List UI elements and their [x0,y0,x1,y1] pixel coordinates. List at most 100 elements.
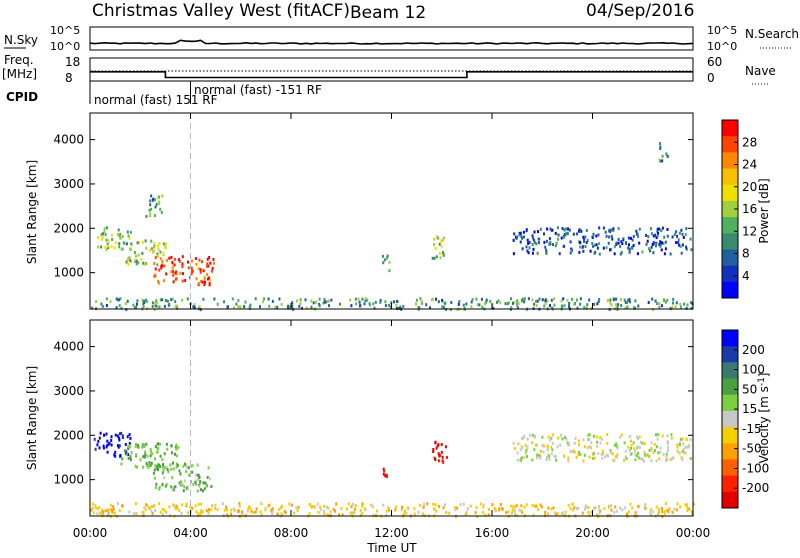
data-cell [561,437,564,441]
velocity-data-layer [90,431,695,519]
colorbar-segment [722,152,738,170]
data-cell [689,237,692,241]
data-cell [127,263,130,267]
data-cell [182,464,185,468]
data-cell [663,235,666,239]
data-cell [562,236,565,239]
data-cell [92,511,95,515]
data-cell [536,456,538,460]
data-cell [610,504,613,508]
data-cell [579,452,582,456]
data-cell [550,298,553,302]
data-cell [176,304,179,308]
data-cell [604,230,607,234]
data-cell [197,477,200,481]
data-cell [564,510,567,514]
data-cell [483,302,486,306]
data-cell [372,302,375,306]
data-cell [210,485,213,488]
data-cell [438,454,441,458]
data-cell [135,259,138,263]
data-cell [334,509,336,513]
data-cell [562,245,565,248]
data-cell [521,437,523,440]
data-cell [205,484,208,488]
data-cell [652,234,655,238]
data-cell [687,445,690,449]
data-cell [593,243,596,247]
data-cell [548,454,551,458]
data-cell [551,433,554,437]
data-cell [153,262,156,265]
data-cell [692,502,695,506]
data-cell [684,451,687,455]
data-cell [549,304,551,308]
freq-tick-top: 18 [65,55,80,69]
data-cell [511,510,514,514]
data-cell [521,247,524,251]
data-cell [672,301,674,305]
data-cell [433,243,435,247]
data-cell [650,508,653,512]
data-cell [164,242,167,246]
data-cell [204,280,206,284]
colorbar-segment [722,184,738,202]
data-cell [163,304,166,308]
colorbar-segment [722,330,738,347]
data-cell [211,266,214,270]
data-cell [310,505,313,509]
data-cell [165,483,168,487]
data-cell [487,507,490,511]
data-cell [617,237,620,241]
data-cell [567,459,570,463]
data-cell [246,509,249,513]
data-cell [187,487,190,491]
data-cell [174,271,177,275]
data-cell [663,252,666,256]
data-cell [597,233,600,237]
data-cell [531,298,534,302]
data-cell [128,236,131,240]
data-cell [126,435,129,439]
data-cell [189,505,192,509]
data-cell [497,299,500,303]
data-cell [626,305,629,309]
data-cell [552,506,555,510]
data-cell [573,441,576,445]
data-cell [628,243,630,247]
data-cell [191,270,194,274]
data-cell [116,434,119,438]
data-cell [175,447,178,451]
data-cell [489,300,492,303]
data-cell [150,207,153,211]
data-cell [207,511,210,515]
data-cell [614,505,617,509]
data-cell [385,256,388,260]
data-cell [546,227,549,231]
data-cell [163,452,166,456]
data-cell [361,512,364,515]
data-cell [241,513,244,517]
data-cell [221,502,224,506]
colorbar-tick-label: -200 [742,481,769,495]
data-cell [583,238,586,242]
data-cell [167,304,170,307]
data-cell [594,506,597,510]
data-cell [232,507,235,511]
data-cell [520,509,523,513]
data-cell [512,441,515,445]
data-cell [103,509,106,513]
data-cell [656,301,658,305]
data-cell [654,233,657,237]
data-cell [668,507,671,511]
data-cell [620,297,622,301]
data-cell [554,455,557,459]
data-cell [596,246,599,250]
data-cell [644,454,647,457]
data-cell [121,457,124,461]
beam-label: Beam 12 [350,3,426,23]
data-cell [171,476,174,480]
data-cell [592,244,595,248]
data-cell [142,465,145,469]
data-cell [644,506,647,510]
